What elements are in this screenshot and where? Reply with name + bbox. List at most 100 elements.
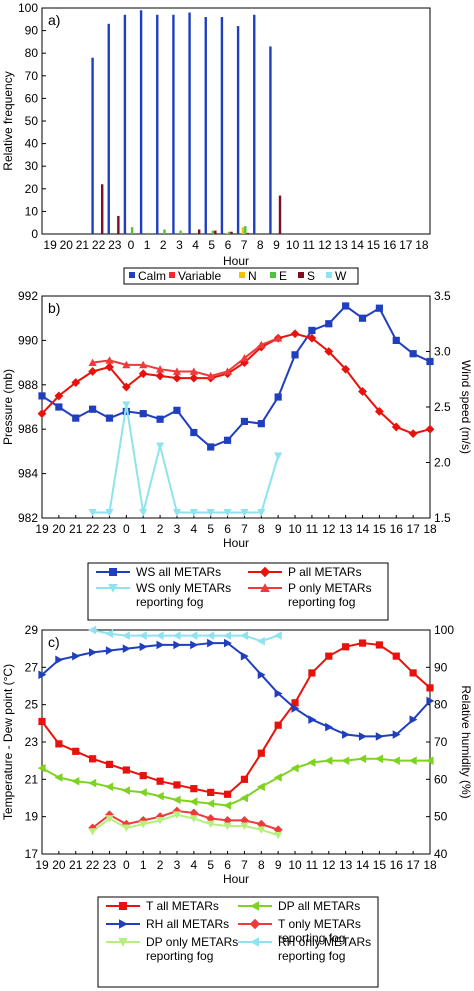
data-point bbox=[223, 790, 232, 798]
data-point bbox=[291, 704, 300, 713]
data-point bbox=[273, 773, 282, 782]
y-tick-label-c: 19 bbox=[25, 810, 39, 824]
x-tick-label-a: 21 bbox=[76, 238, 90, 252]
data-point bbox=[156, 640, 165, 650]
y-tick-label-c: 23 bbox=[25, 735, 39, 749]
data-point bbox=[223, 509, 232, 517]
x-tick-label-a: 13 bbox=[334, 238, 348, 252]
data-point bbox=[207, 788, 215, 796]
x-tick-label-c: 4 bbox=[190, 858, 197, 872]
x-tick-label-c: 17 bbox=[406, 858, 420, 872]
data-point bbox=[72, 414, 80, 422]
x-tick-label-c: 7 bbox=[241, 858, 248, 872]
data-point bbox=[207, 638, 216, 648]
bar bbox=[117, 215, 120, 234]
x-axis-title-c: Hour bbox=[223, 872, 249, 886]
data-point bbox=[307, 758, 316, 767]
data-point bbox=[240, 651, 249, 661]
data-point bbox=[88, 509, 97, 517]
bar bbox=[195, 232, 198, 234]
bar bbox=[188, 12, 191, 234]
y-tick-label-b: 986 bbox=[18, 422, 38, 436]
y-tick-label-a: 50 bbox=[25, 114, 39, 128]
data-point bbox=[173, 640, 182, 650]
x-tick-label-a: 11 bbox=[303, 238, 316, 252]
data-point bbox=[341, 364, 351, 374]
x-tick-label-b: 2 bbox=[157, 522, 164, 536]
data-point bbox=[139, 642, 148, 652]
data-point bbox=[342, 302, 350, 310]
data-point bbox=[89, 405, 97, 413]
y-tick-label-c: 29 bbox=[25, 623, 39, 637]
y-tick-label-a: 10 bbox=[25, 204, 39, 218]
data-point bbox=[105, 810, 114, 820]
legend-marker bbox=[260, 583, 270, 592]
x-tick-label-a: 15 bbox=[367, 238, 381, 252]
data-point bbox=[122, 407, 130, 416]
data-point bbox=[138, 631, 147, 640]
data-point bbox=[189, 797, 198, 807]
x-tick-label-c: 6 bbox=[224, 858, 231, 872]
data-point bbox=[290, 329, 300, 339]
x-tick-label-c: 22 bbox=[86, 858, 100, 872]
panel-label-c: c) bbox=[48, 634, 60, 650]
x-tick-label-a: 16 bbox=[383, 238, 397, 252]
data-point bbox=[324, 756, 333, 765]
data-point bbox=[358, 732, 367, 741]
data-point bbox=[206, 820, 215, 829]
x-tick-label-b: 19 bbox=[35, 522, 49, 536]
data-point bbox=[139, 820, 148, 829]
x-tick-label-b: 1 bbox=[140, 522, 147, 536]
legend-label: E bbox=[279, 269, 287, 283]
data-point bbox=[89, 755, 97, 763]
data-point bbox=[325, 320, 333, 328]
data-point bbox=[426, 696, 435, 706]
x-axis-title-b: Hour bbox=[223, 536, 249, 550]
legend-label: P all METARs bbox=[288, 565, 362, 579]
data-point bbox=[88, 367, 98, 376]
bar bbox=[172, 14, 175, 235]
legend-swatch bbox=[129, 272, 135, 278]
x-tick-label-b: 18 bbox=[423, 522, 437, 536]
y-right-tick-label-b: 3.0 bbox=[434, 345, 451, 359]
data-point bbox=[257, 670, 266, 680]
data-point bbox=[172, 795, 181, 805]
bar bbox=[220, 17, 224, 234]
data-point bbox=[139, 772, 147, 780]
legend-marker bbox=[250, 937, 259, 947]
legend-label: Calm bbox=[138, 269, 166, 283]
data-point bbox=[206, 631, 215, 640]
y-right-axis-title-c: Relative humidity (%) bbox=[459, 685, 473, 798]
data-point bbox=[308, 669, 316, 677]
data-point bbox=[88, 358, 97, 366]
data-point bbox=[189, 815, 198, 823]
x-tick-label-c: 1 bbox=[140, 858, 147, 872]
data-point bbox=[274, 393, 282, 401]
x-tick-label-c: 16 bbox=[390, 858, 404, 872]
data-point bbox=[374, 407, 384, 416]
x-tick-label-a: 9 bbox=[273, 238, 280, 252]
bar bbox=[230, 231, 233, 234]
y-axis-title-a: Relative frequency bbox=[1, 71, 15, 170]
data-point bbox=[257, 826, 266, 834]
x-tick-label-c: 8 bbox=[258, 858, 265, 872]
data-point bbox=[105, 815, 114, 823]
data-point bbox=[325, 652, 333, 660]
data-point bbox=[122, 360, 131, 369]
data-point bbox=[409, 350, 417, 358]
legend-swatch bbox=[239, 272, 245, 278]
data-point bbox=[105, 646, 114, 655]
x-tick-label-c: 13 bbox=[339, 858, 353, 872]
x-tick-label-b: 10 bbox=[288, 522, 302, 536]
x-tick-label-b: 23 bbox=[103, 522, 117, 536]
x-tick-label-a: 0 bbox=[128, 238, 135, 252]
x-tick-label-b: 15 bbox=[373, 522, 387, 536]
bar bbox=[227, 231, 231, 234]
x-tick-label-c: 19 bbox=[35, 858, 49, 872]
data-point bbox=[223, 631, 232, 640]
x-tick-label-a: 14 bbox=[351, 238, 365, 252]
x-tick-label-b: 17 bbox=[406, 522, 420, 536]
